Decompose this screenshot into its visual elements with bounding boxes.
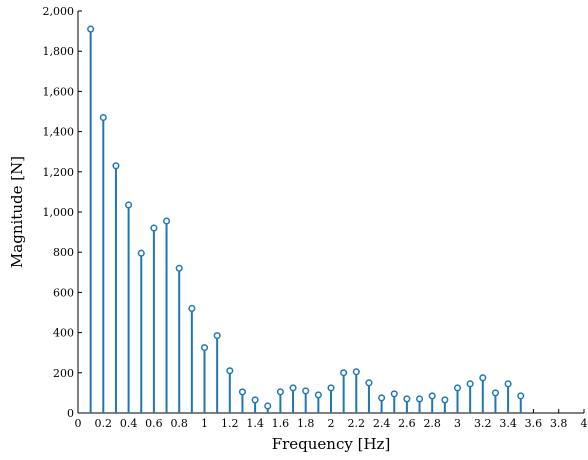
stem-marker bbox=[327, 384, 335, 392]
stem-marker bbox=[188, 304, 196, 313]
stem-marker bbox=[276, 388, 284, 396]
y-tick-label: 1,000 bbox=[43, 206, 75, 219]
x-tick-label: 2.4 bbox=[373, 417, 391, 430]
x-tick-label: 1.8 bbox=[297, 417, 315, 430]
x-tick-label: 2.6 bbox=[398, 417, 416, 430]
stem-marker bbox=[238, 388, 246, 396]
stem-marker bbox=[365, 379, 373, 387]
stem-marker bbox=[340, 369, 348, 377]
stem-marker bbox=[491, 389, 500, 397]
stems bbox=[87, 25, 525, 413]
stem-marker bbox=[163, 217, 171, 225]
x-tick-label: 1.2 bbox=[221, 417, 239, 430]
x-tick-label: 3.4 bbox=[499, 417, 517, 430]
y-tick-label: 800 bbox=[53, 246, 74, 259]
stem-marker bbox=[416, 395, 424, 403]
x-tick-label: 0 bbox=[75, 417, 82, 430]
stem-marker bbox=[441, 396, 449, 404]
y-tick-label: 1,400 bbox=[43, 126, 75, 139]
stem-marker bbox=[112, 162, 120, 170]
stem-marker bbox=[251, 396, 259, 404]
x-tick-label: 1.4 bbox=[246, 417, 264, 430]
x-tick-label: 0.4 bbox=[120, 417, 138, 430]
stem-marker bbox=[125, 201, 133, 209]
stem-marker bbox=[504, 380, 512, 388]
stem-marker bbox=[213, 332, 221, 340]
stem-marker bbox=[428, 392, 436, 400]
stem-marker bbox=[403, 395, 411, 403]
stem-marker bbox=[87, 25, 95, 33]
stem-marker bbox=[302, 387, 310, 395]
stem-marker bbox=[200, 344, 209, 352]
x-tick-label: 0.6 bbox=[145, 417, 163, 430]
x-tick-label: 1.6 bbox=[272, 417, 290, 430]
axis-labels: Frequency [Hz] Magnitude [N] bbox=[8, 156, 390, 453]
y-axis-title: Magnitude [N] bbox=[8, 156, 26, 268]
stem-marker bbox=[226, 367, 234, 375]
stem-marker bbox=[352, 368, 360, 376]
x-tick-label: 3.8 bbox=[550, 417, 568, 430]
stem-marker bbox=[99, 113, 107, 122]
x-tick-label: 3 bbox=[454, 417, 461, 430]
x-tick-label: 1 bbox=[201, 417, 208, 430]
x-tick-label: 2 bbox=[328, 417, 335, 430]
stem-marker bbox=[453, 384, 462, 392]
x-tick-label: 3.2 bbox=[474, 417, 492, 430]
stem-marker bbox=[390, 390, 398, 398]
stem-marker bbox=[289, 384, 297, 392]
x-tick-label: 3.6 bbox=[525, 417, 543, 430]
y-tick-label: 1,200 bbox=[43, 166, 75, 179]
y-tick-label: 0 bbox=[67, 407, 74, 420]
y-tick-label: 600 bbox=[53, 286, 74, 299]
stem-marker bbox=[264, 402, 272, 410]
stem-marker bbox=[150, 224, 158, 232]
stem-marker bbox=[479, 374, 487, 382]
stem-marker bbox=[137, 249, 145, 257]
stem-marker bbox=[175, 264, 183, 272]
stem-marker bbox=[517, 392, 525, 400]
axes: 0 0.2 0.4 0.6 0.8 1 1.2 1.4 1.6 1.8 2 2.2 2.4 2.6 2.8 3… bbox=[43, 5, 588, 430]
y-tick-label: 1,600 bbox=[43, 85, 75, 98]
x-tick-label: 0.8 bbox=[170, 417, 188, 430]
x-tick-label: 2.8 bbox=[423, 417, 441, 430]
y-tick-label: 1,800 bbox=[43, 45, 75, 58]
y-tick-label: 2,000 bbox=[43, 5, 75, 18]
y-tick-label: 200 bbox=[53, 367, 74, 380]
stem-marker bbox=[466, 380, 474, 388]
y-tick-label: 400 bbox=[53, 327, 74, 340]
x-axis-title: Frequency [Hz] bbox=[272, 435, 391, 453]
x-tick-label: 4 bbox=[581, 417, 588, 430]
stem-marker bbox=[378, 394, 386, 402]
x-tick-label: 0.2 bbox=[95, 417, 113, 430]
stem-marker bbox=[314, 391, 322, 399]
x-tick-label: 2.2 bbox=[348, 417, 366, 430]
